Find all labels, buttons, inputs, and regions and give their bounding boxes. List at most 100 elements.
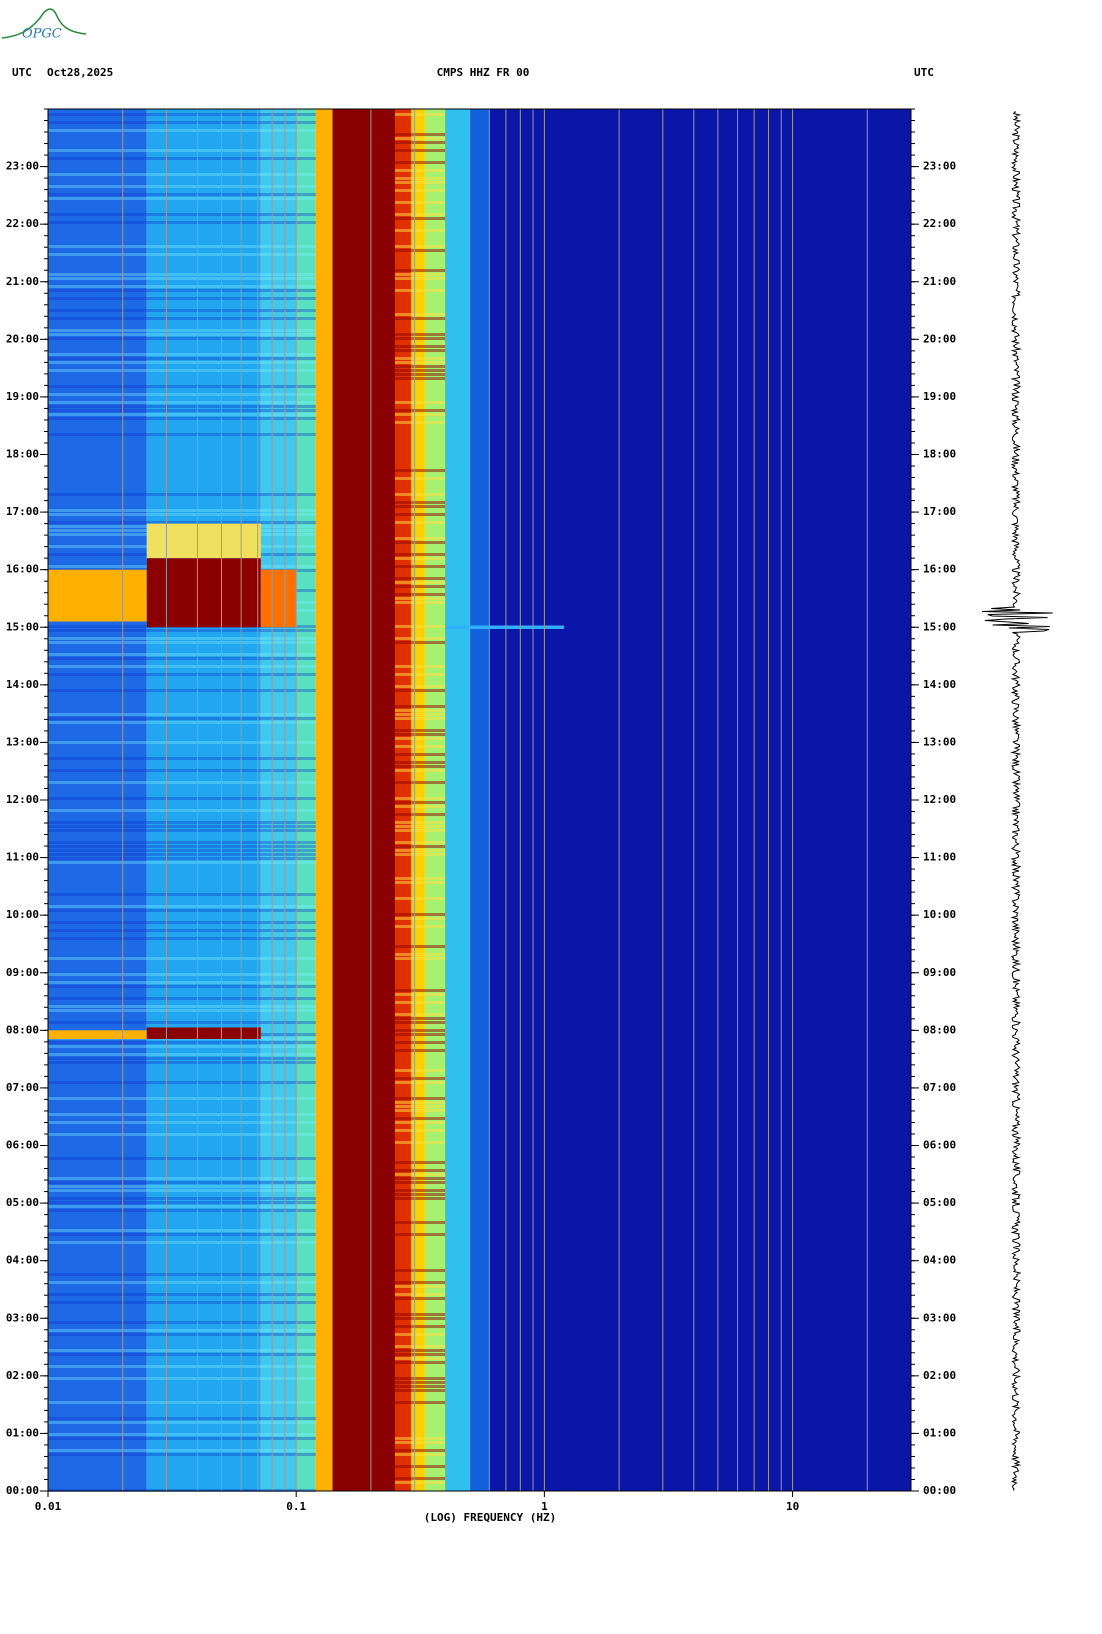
texture-stripe <box>48 221 316 224</box>
texture-stripe <box>394 829 446 832</box>
texture-stripe <box>394 1345 446 1348</box>
texture-stripe <box>48 253 316 256</box>
texture-stripe <box>394 729 446 732</box>
texture-stripe <box>48 769 316 772</box>
spectrum-band <box>315 109 333 1491</box>
texture-stripe <box>394 477 446 480</box>
texture-stripe <box>48 149 316 152</box>
texture-stripe <box>394 345 446 348</box>
x-axis-label: (LOG) FREQUENCY (HZ) <box>424 1511 556 1524</box>
y-tick-label: 10:00 <box>923 908 956 921</box>
y-tick-label: 11:00 <box>6 851 39 864</box>
texture-stripe <box>394 1293 446 1296</box>
texture-stripe <box>48 1185 316 1188</box>
y-tick-label: 16:00 <box>923 563 956 576</box>
texture-stripe <box>48 1121 316 1124</box>
texture-stripe <box>394 1161 446 1164</box>
texture-stripe <box>394 213 446 216</box>
texture-stripe <box>48 337 316 340</box>
y-tick-label: 16:00 <box>6 563 39 576</box>
texture-stripe <box>48 1329 316 1332</box>
texture-stripe <box>394 189 446 192</box>
texture-stripe <box>394 361 446 364</box>
spectrum-band <box>445 109 470 1491</box>
texture-stripe <box>48 905 316 908</box>
texture-stripe <box>48 797 316 800</box>
texture-stripe <box>48 1021 316 1024</box>
date: Oct28,2025 <box>47 66 113 79</box>
texture-stripe <box>394 349 446 352</box>
texture-stripe <box>48 909 316 912</box>
texture-stripe <box>394 1017 446 1020</box>
y-tick-label: 15:00 <box>6 620 39 633</box>
texture-stripe <box>394 717 446 720</box>
texture-stripe <box>48 1197 316 1200</box>
y-tick-label: 23:00 <box>6 160 39 173</box>
texture-stripe <box>48 1281 316 1284</box>
texture-stripe <box>394 469 446 472</box>
texture-stripe <box>48 841 316 844</box>
texture-stripe <box>48 289 316 292</box>
x-tick-label: 1 <box>541 1500 548 1513</box>
texture-stripe <box>48 673 316 676</box>
y-tick-label: 22:00 <box>923 217 956 230</box>
texture-stripe <box>48 1189 316 1192</box>
texture-stripe <box>48 1005 316 1008</box>
texture-stripe <box>48 1009 316 1012</box>
texture-stripe <box>48 845 316 848</box>
texture-stripe <box>48 1417 316 1420</box>
y-tick-label: 17:00 <box>6 505 39 518</box>
texture-stripe <box>48 245 316 248</box>
texture-stripe <box>48 1301 316 1304</box>
texture-stripe <box>48 825 316 828</box>
texture-stripe <box>48 717 316 720</box>
texture-stripe <box>48 689 316 692</box>
texture-stripe <box>394 245 446 248</box>
spectral-event <box>48 1030 147 1039</box>
texture-stripe <box>48 309 316 312</box>
y-tick-label: 19:00 <box>923 390 956 403</box>
texture-stripe <box>48 1401 316 1404</box>
texture-stripe <box>48 861 316 864</box>
texture-stripe <box>394 169 446 172</box>
texture-stripe <box>394 161 446 164</box>
texture-stripe <box>48 297 316 300</box>
y-tick-label: 03:00 <box>6 1311 39 1324</box>
texture-stripe <box>48 193 316 196</box>
texture-stripe <box>394 1233 446 1236</box>
texture-stripe <box>48 1061 316 1064</box>
texture-stripe <box>394 277 446 280</box>
texture-stripe <box>48 357 316 360</box>
spectrum-band <box>332 109 395 1491</box>
spectrum-band <box>469 109 490 1491</box>
texture-stripe <box>394 1041 446 1044</box>
texture-stripe <box>48 1201 316 1204</box>
texture-stripe <box>394 769 446 772</box>
texture-stripe <box>394 1033 446 1036</box>
texture-stripe <box>48 129 316 132</box>
y-tick-label: 18:00 <box>923 448 956 461</box>
texture-stripe <box>48 1133 316 1136</box>
texture-stripe <box>48 113 316 116</box>
x-tick-label: 0.1 <box>286 1500 306 1513</box>
texture-stripe <box>394 149 446 152</box>
texture-stripe <box>394 1357 446 1360</box>
texture-stripe <box>394 1097 446 1100</box>
texture-stripe <box>394 841 446 844</box>
y-tick-label: 19:00 <box>6 390 39 403</box>
texture-stripe <box>48 921 316 924</box>
texture-stripe <box>394 1121 446 1124</box>
texture-stripe <box>48 1421 316 1424</box>
texture-stripe <box>48 197 316 200</box>
texture-stripe <box>394 537 446 540</box>
y-tick-label: 06:00 <box>923 1139 956 1152</box>
texture-stripe <box>394 745 446 748</box>
texture-stripe <box>394 373 446 376</box>
texture-stripe <box>394 673 446 676</box>
texture-stripe <box>48 937 316 940</box>
texture-stripe <box>394 1181 446 1184</box>
y-tick-label: 14:00 <box>923 678 956 691</box>
texture-stripe <box>394 333 446 336</box>
texture-stripe <box>394 637 446 640</box>
